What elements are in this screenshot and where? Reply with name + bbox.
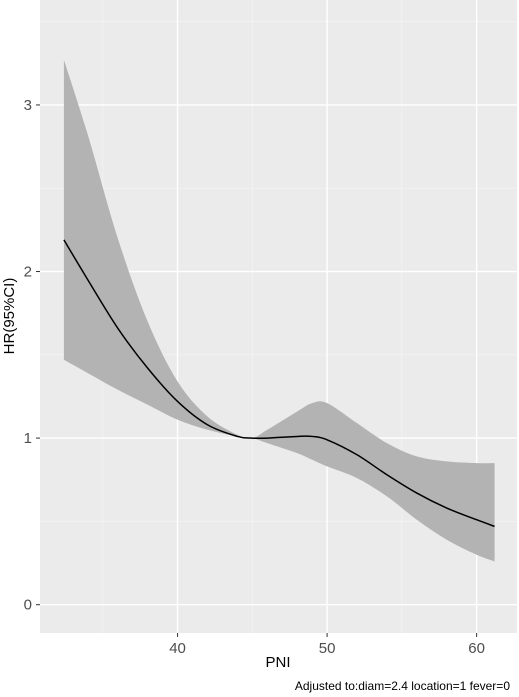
x-axis-title: PNI [265, 654, 290, 671]
hazard-ratio-line [63, 239, 495, 528]
y-tick-label: 1 [24, 430, 32, 447]
x-tick-label: 60 [468, 640, 485, 657]
y-tick-label: 3 [24, 97, 32, 114]
confidence-band [63, 59, 495, 562]
y-axis-title: HR(95%CI) [1, 278, 18, 355]
adjustment-caption: Adjusted to:diam=2.4 location=1 fever=0 [295, 679, 510, 693]
y-axis: 0 1 2 3 [24, 97, 40, 614]
x-axis: 40 50 60 [169, 633, 485, 657]
x-tick-label: 50 [319, 640, 336, 657]
x-tick-label: 40 [169, 640, 186, 657]
y-tick-label: 0 [24, 597, 32, 614]
y-tick-label: 2 [24, 264, 32, 281]
